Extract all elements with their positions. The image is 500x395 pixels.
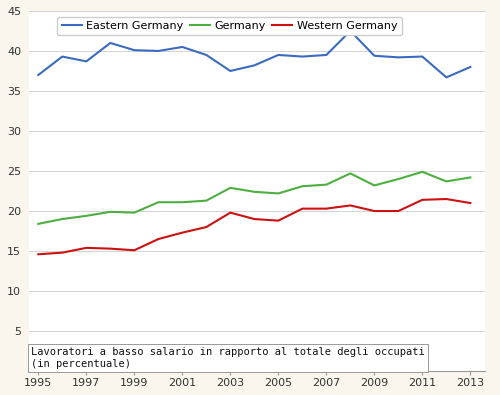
Germany bbox=[156, 200, 162, 205]
Eastern Germany bbox=[84, 59, 89, 64]
Western Germany bbox=[36, 252, 42, 257]
Line: Eastern Germany: Eastern Germany bbox=[38, 31, 470, 77]
Eastern Germany bbox=[444, 75, 450, 80]
Eastern Germany bbox=[420, 54, 426, 59]
Germany bbox=[252, 190, 258, 194]
Western Germany bbox=[84, 245, 89, 250]
Eastern Germany bbox=[300, 54, 306, 59]
Eastern Germany bbox=[36, 73, 42, 77]
Line: Germany: Germany bbox=[38, 172, 470, 224]
Eastern Germany bbox=[348, 28, 354, 33]
Eastern Germany bbox=[156, 49, 162, 53]
Western Germany bbox=[180, 230, 186, 235]
Germany bbox=[84, 213, 89, 218]
Legend: Eastern Germany, Germany, Western Germany: Eastern Germany, Germany, Western German… bbox=[57, 17, 402, 36]
Eastern Germany bbox=[252, 63, 258, 68]
Germany bbox=[36, 222, 42, 226]
Western Germany bbox=[324, 206, 330, 211]
Germany bbox=[108, 209, 114, 214]
Germany bbox=[132, 210, 138, 215]
Western Germany bbox=[396, 209, 402, 213]
Western Germany bbox=[420, 198, 426, 202]
Western Germany bbox=[228, 210, 234, 215]
Western Germany bbox=[468, 201, 473, 205]
Western Germany bbox=[372, 209, 378, 213]
Germany bbox=[276, 191, 281, 196]
Western Germany bbox=[60, 250, 66, 255]
Eastern Germany bbox=[132, 48, 138, 53]
Eastern Germany bbox=[108, 41, 114, 45]
Germany bbox=[444, 179, 450, 184]
Eastern Germany bbox=[324, 53, 330, 57]
Western Germany bbox=[204, 225, 210, 229]
Eastern Germany bbox=[180, 45, 186, 49]
Germany bbox=[348, 171, 354, 176]
Eastern Germany bbox=[276, 53, 281, 57]
Western Germany bbox=[444, 197, 450, 201]
Eastern Germany bbox=[60, 54, 66, 59]
Text: Lavoratori a basso salario in rapporto al totale degli occupati
(in percentuale): Lavoratori a basso salario in rapporto a… bbox=[31, 347, 425, 369]
Germany bbox=[468, 175, 473, 180]
Eastern Germany bbox=[396, 55, 402, 60]
Eastern Germany bbox=[228, 69, 234, 73]
Western Germany bbox=[276, 218, 281, 223]
Line: Western Germany: Western Germany bbox=[38, 199, 470, 254]
Western Germany bbox=[252, 217, 258, 222]
Germany bbox=[300, 184, 306, 188]
Germany bbox=[228, 186, 234, 190]
Western Germany bbox=[156, 237, 162, 241]
Western Germany bbox=[348, 203, 354, 208]
Germany bbox=[180, 200, 186, 205]
Germany bbox=[420, 169, 426, 174]
Eastern Germany bbox=[204, 53, 210, 57]
Eastern Germany bbox=[468, 65, 473, 70]
Eastern Germany bbox=[372, 53, 378, 58]
Germany bbox=[60, 217, 66, 222]
Western Germany bbox=[132, 248, 138, 253]
Western Germany bbox=[300, 206, 306, 211]
Germany bbox=[372, 183, 378, 188]
Germany bbox=[396, 177, 402, 181]
Germany bbox=[204, 198, 210, 203]
Germany bbox=[324, 182, 330, 187]
Western Germany bbox=[108, 246, 114, 251]
